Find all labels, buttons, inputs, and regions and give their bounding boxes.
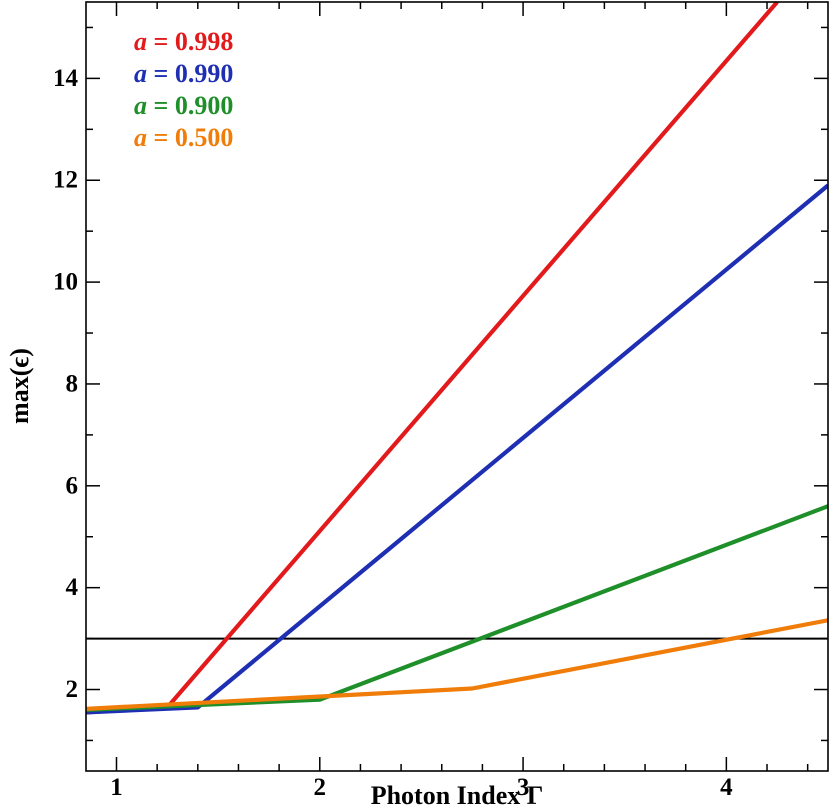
legend-entry: a = 0.500 bbox=[134, 123, 233, 152]
x-tick-label: 4 bbox=[720, 774, 733, 801]
x-tick-label: 2 bbox=[314, 774, 327, 801]
legend-variable: a bbox=[134, 91, 147, 120]
x-tick-label: 1 bbox=[110, 774, 123, 801]
y-tick-label: 12 bbox=[53, 167, 78, 194]
y-tick-label: 4 bbox=[66, 574, 79, 601]
y-tick-label: 8 bbox=[66, 370, 79, 397]
y-tick-label: 6 bbox=[66, 472, 79, 499]
y-axis-title: max(ϵ) bbox=[5, 348, 34, 424]
y-tick-label: 14 bbox=[53, 65, 79, 92]
legend-variable: a bbox=[134, 123, 147, 152]
legend-variable: a bbox=[134, 27, 147, 56]
x-tick-label: 3 bbox=[517, 774, 530, 801]
x-axis-title: Photon Index Γ bbox=[371, 781, 544, 808]
plot-frame bbox=[85, 1, 829, 772]
series-layer bbox=[86, 2, 828, 715]
series-line-3 bbox=[86, 618, 828, 711]
legend-entry: a = 0.998 bbox=[134, 27, 233, 56]
legend-value: = 0.900 bbox=[147, 91, 233, 120]
y-tick-label: 10 bbox=[53, 269, 78, 296]
legend-value: = 0.500 bbox=[147, 123, 233, 152]
series-line-2 bbox=[86, 504, 828, 712]
legend-entry: a = 0.900 bbox=[134, 91, 233, 120]
legend-value: = 0.998 bbox=[147, 27, 233, 56]
legend-variable: a bbox=[134, 59, 147, 88]
series-line-1 bbox=[86, 183, 828, 715]
legend-entry: a = 0.990 bbox=[134, 59, 233, 88]
y-tick-label: 2 bbox=[66, 676, 79, 703]
legend-value: = 0.990 bbox=[147, 59, 233, 88]
